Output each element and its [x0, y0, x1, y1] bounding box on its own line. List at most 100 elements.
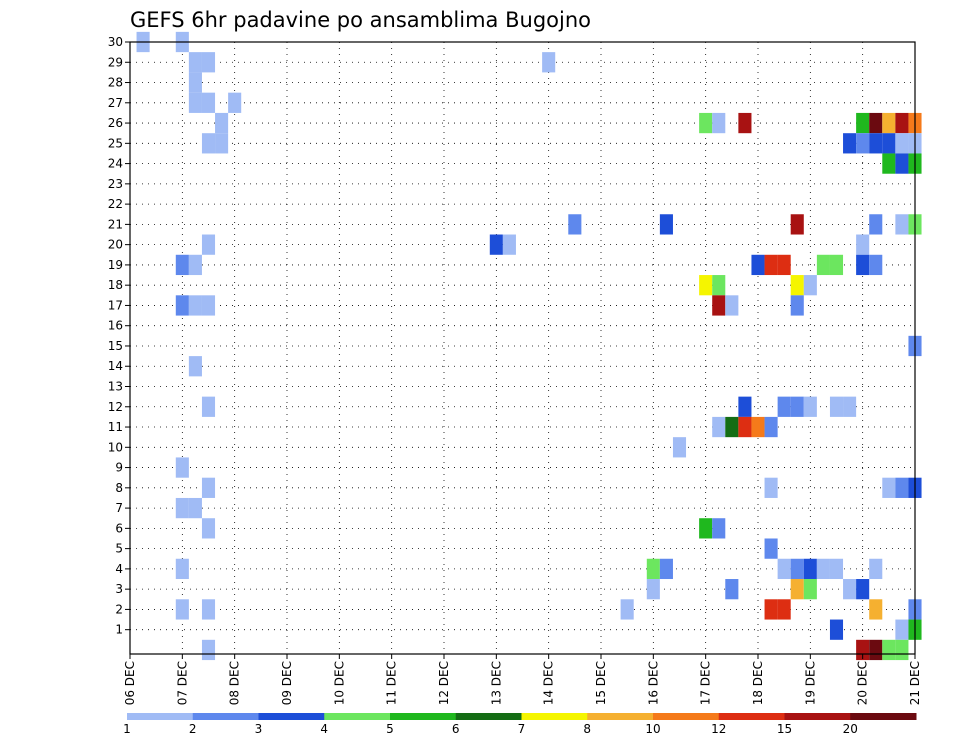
heatmap-cell	[188, 72, 202, 93]
x-tick-label: 11 DEC	[385, 661, 399, 705]
heatmap-cell	[201, 396, 216, 417]
heatmap-cell	[175, 558, 189, 580]
y-tick-label: 22	[108, 197, 123, 211]
heatmap-cell	[895, 153, 909, 174]
y-tick-label: 11	[108, 420, 123, 434]
heatmap-cell	[777, 396, 791, 417]
heatmap-cell	[646, 558, 660, 580]
colorbar-label: 3	[255, 722, 263, 736]
heatmap-cell	[620, 599, 634, 620]
heatmap-cell	[175, 295, 189, 316]
heatmap-cell	[201, 133, 216, 154]
x-tick-label: 21 DEC	[908, 661, 922, 705]
heatmap-cell	[882, 153, 896, 174]
heatmap-cell	[712, 275, 726, 296]
y-tick-label: 4	[115, 562, 123, 576]
heatmap-cell	[869, 599, 883, 620]
heatmap-cell	[175, 457, 189, 478]
heatmap-cell	[659, 558, 673, 580]
heatmap-cell	[489, 234, 503, 255]
heatmap-cell	[751, 254, 765, 276]
y-tick-label: 26	[108, 116, 123, 130]
colorbar-label: 6	[452, 722, 460, 736]
colorbar-label: 12	[711, 722, 726, 736]
heatmap-cell	[738, 396, 752, 417]
x-axis: 06 DEC 07 DEC 08 DEC 09 DEC 10 DEC 11 DEC 12 D…	[123, 654, 922, 705]
colorbar-swatch	[127, 713, 194, 720]
colorbar-label: 2	[189, 722, 197, 736]
colorbar-swatch	[587, 713, 654, 720]
y-tick-label: 30	[108, 35, 123, 49]
x-tick-label: 13 DEC	[489, 661, 503, 705]
heatmap-cell	[188, 295, 202, 316]
y-tick-label: 15	[108, 339, 123, 353]
y-tick-label: 29	[108, 55, 123, 69]
heatmap-cell	[201, 639, 216, 661]
heatmap-cell	[882, 639, 896, 661]
heatmap-cell	[764, 599, 778, 620]
colorbar-label: 20	[843, 722, 858, 736]
heatmap-cell	[816, 254, 830, 276]
colorbar-swatch	[455, 713, 522, 720]
heatmap-cell	[803, 558, 817, 580]
y-tick-label: 13	[108, 380, 123, 394]
heatmap-cell	[764, 538, 778, 559]
heatmap-cell	[201, 599, 216, 620]
y-tick-label: 1	[115, 623, 123, 637]
y-tick-label: 23	[108, 177, 123, 191]
heatmap-cell	[201, 234, 216, 255]
colorbar-label: 5	[386, 722, 394, 736]
heatmap-cell	[790, 275, 804, 296]
y-tick-label: 21	[108, 217, 123, 231]
heatmap-cell	[188, 52, 202, 73]
heatmap-cell	[803, 579, 817, 600]
heatmap-cell	[201, 52, 216, 73]
heatmap-cell	[699, 275, 713, 296]
y-tick-label: 24	[108, 157, 123, 171]
colorbar-swatch	[521, 713, 588, 720]
heatmap-cell	[228, 92, 242, 113]
heatmap-cell	[790, 295, 804, 316]
y-tick-label: 6	[115, 521, 123, 535]
heatmap-cell	[856, 234, 870, 255]
y-tick-label: 16	[108, 319, 123, 333]
x-tick-label: 18 DEC	[751, 661, 765, 705]
heatmap-cell	[699, 518, 713, 539]
heatmap-cell	[895, 639, 909, 661]
heatmap-cell	[738, 112, 752, 134]
heatmap-cell	[869, 254, 883, 276]
y-tick-label: 20	[108, 238, 123, 252]
heatmap-cell	[725, 579, 739, 600]
heatmap-cell	[751, 416, 765, 438]
heatmap-cell	[895, 477, 909, 498]
x-tick-label: 07 DEC	[175, 661, 189, 705]
heatmap-cell	[188, 356, 202, 377]
colorbar-label: 7	[518, 722, 526, 736]
y-tick-label: 17	[108, 298, 123, 312]
grid-lines	[130, 41, 915, 654]
x-tick-label: 09 DEC	[280, 661, 294, 705]
colorbar-swatch	[784, 713, 851, 720]
colorbar-swatch	[653, 713, 720, 720]
heatmap-cell	[829, 619, 844, 640]
heatmap-cell	[882, 133, 896, 154]
x-tick-label: 15 DEC	[594, 661, 608, 705]
heatmap-cell	[790, 396, 804, 417]
plot-frame	[129, 41, 916, 655]
colorbar-label: 15	[777, 722, 792, 736]
colorbar-swatch	[390, 713, 457, 720]
heatmap-cell	[712, 416, 726, 438]
heatmap-cell	[542, 52, 556, 73]
heatmap-cell	[777, 599, 791, 620]
heatmap-cell	[764, 416, 778, 438]
y-tick-label: 14	[108, 359, 123, 373]
heatmap-cell	[764, 477, 778, 498]
heatmap-cell	[201, 295, 216, 316]
heatmap-cell	[790, 214, 804, 235]
colorbar-label: 8	[583, 722, 591, 736]
x-tick-label: 06 DEC	[123, 661, 137, 705]
colorbar-label: 4	[320, 722, 328, 736]
colorbar-swatch	[324, 713, 391, 720]
heatmap-cell	[201, 92, 216, 113]
